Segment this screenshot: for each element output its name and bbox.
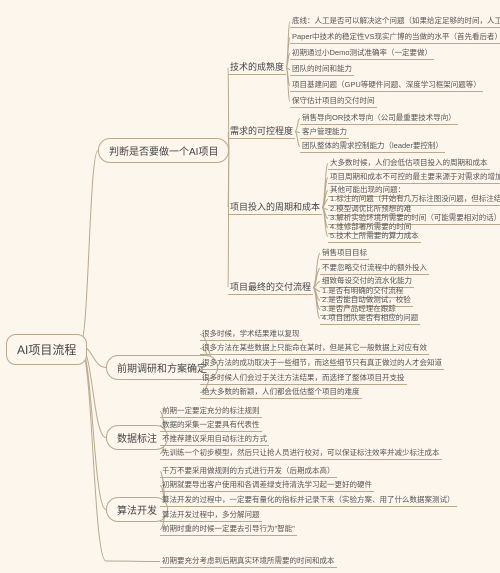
leaf-b1c2-0: 销售导向OR技术导向（公司最重要技术导向） — [300, 112, 458, 125]
leaf-b3-0: 前期一定要定充分的标注规则 — [160, 405, 262, 418]
leaf-b2-1: 很多方法在某些数据上只能命在某时，但是其它一般数据上对应有效 — [200, 342, 429, 355]
leaf-b1c2-2: 团队整体的需求控制能力（leader要控制） — [300, 140, 445, 153]
leaf-b1c3-1: 项目周期和成本不可控的最主要来源于对需求的增加 — [328, 171, 500, 184]
subbranch-b1c3[interactable]: 项目投入的周期和成本 — [228, 200, 322, 215]
leaf-b4-3: 算法开发过程中，多分解问题 — [160, 509, 262, 522]
leaf-b4-2: 算法开发的过程中，一定要有量化的指标并记录下来（实验方案、用了什么数据案测试） — [160, 494, 457, 507]
subbranch-b1c2[interactable]: 需求的可控程度 — [228, 124, 295, 139]
root-node[interactable]: AI项目流程 — [6, 334, 87, 365]
leaf-b1c1-2: 初期通过小Demo测试准确率（一定要做） — [290, 47, 434, 60]
leaf-b2-2: 很多方法的成功取决于一些细节，而这些细节只有真正做过的人才会知道 — [200, 357, 444, 370]
leaf-b2-3: 很多时候人们会过于关注方法结果，而选择了整体项目开支投 — [200, 372, 407, 385]
leaf-b3-2: 不推荐建议采用自动标注的方式 — [160, 433, 269, 446]
leaf-b1c3-0: 大多数时候，人们会低估项目投入的周期和成本 — [328, 157, 490, 170]
leaf-b1c1-0: 底线：人工是否可以解决这个问题（如果给定足够的时间，人工都不可以解决，那机器也不… — [290, 15, 500, 28]
subbranch-b1c4[interactable]: 项目最终的交付流程 — [228, 280, 313, 295]
branch-b1[interactable]: 判断是否要做一个AI项目 — [98, 138, 229, 163]
leaf-b1c1-3: 团队的时间和能力 — [290, 63, 354, 76]
leaf-b4-1: 初期就要导出客户使用和各调差绿支持清洗学习起一更好的硬件 — [160, 479, 374, 492]
branch-b3[interactable]: 数据标注 — [106, 425, 168, 450]
leaf-b4-4: 前期时重的时候一定要去引导行为"智能" — [160, 523, 297, 536]
leaf-b1c1-5: 保守估计项目的交付时间 — [290, 95, 377, 108]
leaf-b1c4-1: 不要忽略交付流程中的额外投入 — [320, 262, 429, 275]
subbranch-b1c1[interactable]: 技术的成熟度 — [228, 60, 286, 75]
leaf-b1c1-4: 项目基建问题（GPU等硬件问题、深度学习框架问题等） — [290, 79, 483, 92]
leaf-b1c4-6: 4.项目团队是否有相应的问题 — [320, 312, 420, 325]
leaf-b1c2-1: 客户管理能力 — [300, 126, 349, 139]
leaf-b1c1-1: Paper中技术的稳定性VS现实广博的当做的水平（首先看后者） — [290, 31, 500, 44]
leaf-b4-0: 千万不要采用做规则的方式进行开发（后期成本高） — [160, 465, 337, 478]
leaf-b2-4: 绝大多数的新颖，人们都会低估整个项目的难度 — [200, 386, 362, 399]
leaf-b2-0: 很多时候，学术结果难以复现 — [200, 328, 302, 341]
leaf-b3-3: 先训练一个初步模型，然后只让抢人员进行校对，可以保证标注效率并减少标注成本 — [160, 447, 442, 460]
leaf-b1c3-7: 5.技术上所需要的算力成本 — [328, 230, 421, 243]
leaf-b1c4-0: 销售项目目标 — [320, 247, 369, 260]
leaf-b3-1: 数据的采集一定要具有代表性 — [160, 419, 262, 432]
branch-b4[interactable]: 算法开发 — [106, 497, 168, 522]
leaf-b5-0: 初期要充分考虑到后期真实环境所需要的时间和成本 — [160, 555, 337, 568]
